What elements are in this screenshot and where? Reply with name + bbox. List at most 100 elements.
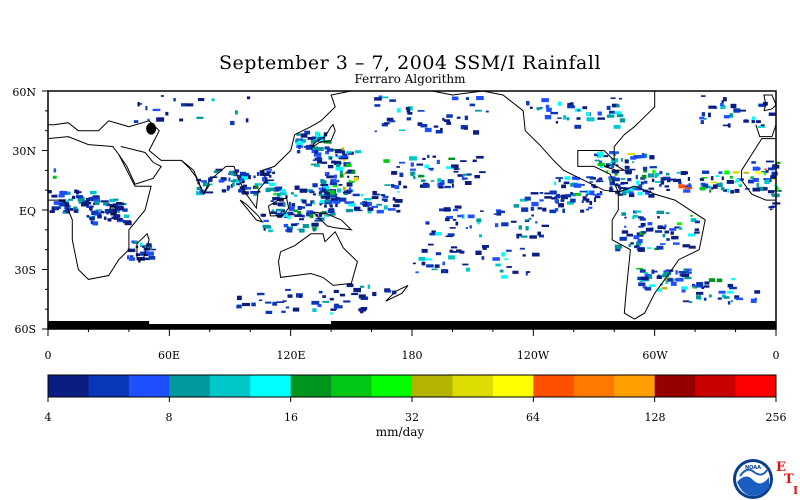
rain-cell (299, 294, 302, 298)
rain-cell (581, 200, 584, 203)
rain-cell (632, 214, 639, 218)
rain-cell (768, 206, 775, 209)
rain-cell (90, 198, 97, 202)
rain-cell (235, 110, 238, 115)
rain-cell (148, 246, 153, 250)
europe-west-outline (755, 124, 777, 138)
lat-label-30s: 30S (14, 264, 36, 277)
rain-cell (582, 196, 587, 201)
rain-cell (727, 290, 733, 294)
rain-cell (447, 179, 454, 184)
rain-cell (614, 172, 618, 176)
rain-cell (554, 208, 559, 212)
rain-cell (372, 291, 377, 297)
rain-cell (606, 114, 615, 118)
rain-cell (446, 121, 452, 125)
rain-cell (311, 136, 318, 140)
rain-cell (589, 181, 593, 183)
rain-cell (326, 175, 334, 179)
rain-cell (201, 180, 207, 183)
rain-cell (674, 226, 681, 229)
rain-cell (763, 178, 766, 180)
rain-cell (636, 180, 640, 185)
rain-cell (348, 171, 351, 173)
rain-cell (712, 184, 718, 189)
rain-cell (321, 161, 328, 164)
rain-cell (481, 256, 485, 260)
rain-cell (113, 214, 121, 218)
rain-cell (495, 263, 501, 267)
rain-cell (586, 112, 591, 117)
rain-cell (750, 298, 757, 303)
rain-cell (116, 201, 122, 205)
rain-cell (324, 172, 329, 177)
rain-cell (482, 246, 487, 250)
rain-cell (630, 242, 634, 245)
rain-cell (386, 290, 391, 293)
rain-cell (495, 209, 502, 212)
rain-cell (313, 152, 322, 157)
rain-cell (617, 184, 621, 189)
rain-cell (637, 191, 643, 196)
rain-cell (358, 294, 366, 299)
rain-cell (285, 195, 288, 199)
rain-cell (446, 114, 453, 118)
rain-cell (342, 191, 346, 194)
colorbar-swatch (88, 375, 130, 397)
colorbar-swatch (250, 375, 292, 397)
rain-cell (456, 249, 462, 253)
rain-cell (335, 197, 341, 199)
rain-cell (429, 168, 434, 171)
rain-cell (336, 188, 341, 193)
rain-cell (417, 110, 425, 112)
rain-cell (586, 208, 590, 211)
rain-cell (476, 155, 484, 159)
rain-cell (253, 192, 259, 196)
rain-cell (315, 131, 319, 137)
rain-cell (463, 127, 468, 130)
rain-cell (49, 210, 55, 213)
rain-cell (424, 127, 432, 133)
rain-cell (718, 290, 726, 294)
rain-cell (285, 306, 290, 309)
rain-cell (181, 103, 187, 107)
rain-cell (570, 183, 576, 187)
rain-cell (541, 98, 549, 103)
rain-cell (593, 197, 596, 202)
rain-cell (129, 255, 134, 258)
rain-cell (556, 194, 561, 199)
rain-cell (74, 189, 78, 193)
rain-cell (339, 173, 344, 178)
rain-cell (236, 304, 242, 309)
rain-cell (663, 271, 672, 276)
rain-cell (312, 183, 318, 188)
rain-cell (405, 107, 410, 110)
rain-cell (692, 285, 698, 289)
rain-cell (381, 123, 388, 127)
rain-cell (616, 164, 619, 167)
rain-cell (291, 223, 297, 227)
rain-cell (433, 125, 439, 128)
rain-cell (344, 201, 352, 204)
rain-cell (275, 186, 283, 191)
rain-cell (477, 220, 481, 225)
rain-cell (629, 193, 635, 198)
rain-cell (113, 198, 119, 201)
rain-cell (307, 137, 313, 140)
rain-cell (250, 191, 258, 194)
rain-cell (760, 124, 765, 127)
rain-cell (266, 225, 272, 229)
rain-cell (59, 202, 65, 206)
rain-cell (351, 189, 354, 192)
rain-cell (417, 122, 423, 126)
rain-cell (299, 188, 308, 193)
rain-cell (702, 183, 708, 188)
rain-cell (422, 157, 426, 160)
rain-cell (475, 109, 482, 112)
rain-cell (625, 170, 632, 175)
rain-cell (312, 308, 317, 312)
rain-cell (684, 277, 692, 280)
rain-cell (466, 173, 472, 176)
rain-cell (329, 202, 333, 207)
rain-cell (77, 196, 85, 202)
